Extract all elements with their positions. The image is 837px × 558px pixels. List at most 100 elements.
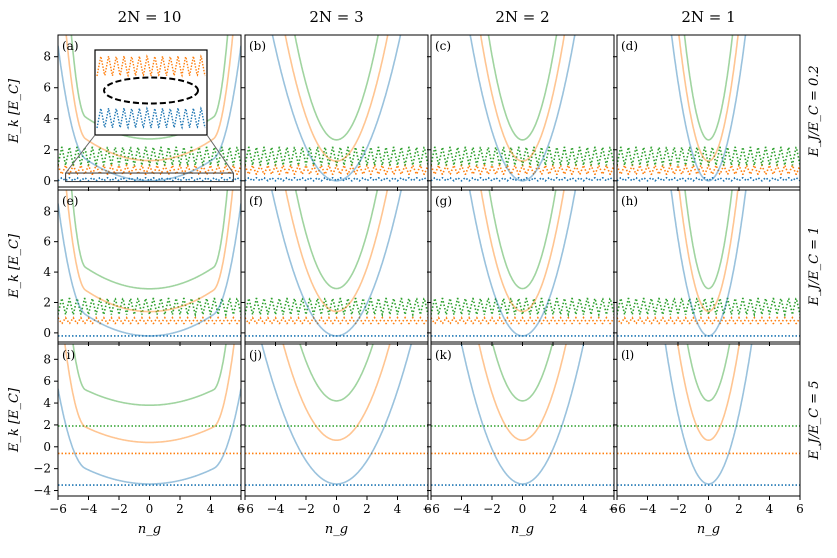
dotted-level-k2 xyxy=(58,297,241,318)
x-tick-label: −2 xyxy=(669,502,687,516)
band-k2 xyxy=(72,344,227,406)
dotted-level-k1 xyxy=(245,163,428,175)
dotted-level-k2 xyxy=(245,146,428,166)
x-tick-label: 0 xyxy=(146,502,154,516)
dotted-level-k2 xyxy=(617,297,800,318)
panel-frame xyxy=(57,189,242,343)
x-tick-label: −2 xyxy=(297,502,315,516)
panel-frame xyxy=(430,189,615,343)
panel-9-plot xyxy=(245,344,428,486)
x-axis-label: n_g xyxy=(511,522,534,537)
y-tick-label: 0 xyxy=(43,174,51,188)
column-title-4: 2N = 1 xyxy=(681,8,735,26)
x-axis-label: n_g xyxy=(138,522,161,537)
band-k1 xyxy=(64,344,235,444)
column-title-2: 2N = 3 xyxy=(309,8,363,26)
dotted-level-k2 xyxy=(245,297,428,318)
x-tick-label: 4 xyxy=(394,502,402,516)
band-k2 xyxy=(488,190,557,290)
panel-1-plot xyxy=(245,35,428,182)
dotted-level-k2 xyxy=(617,146,800,166)
panel-6-plot xyxy=(431,190,614,337)
band-k0 xyxy=(58,203,241,337)
band-k2 xyxy=(491,344,554,402)
panel-label: (e) xyxy=(62,194,78,208)
dotted-level-k1 xyxy=(431,163,614,175)
panel-label: (b) xyxy=(249,39,266,53)
x-tick-label: 6 xyxy=(424,502,432,516)
dotted-level-k1 xyxy=(617,316,800,325)
inset-band xyxy=(96,54,206,78)
band-k1 xyxy=(284,190,389,313)
band-k2 xyxy=(294,190,379,290)
x-tick-label: 0 xyxy=(333,502,341,516)
y-tick-label: 8 xyxy=(43,352,51,366)
band-k0 xyxy=(270,190,403,337)
band-k0 xyxy=(58,388,241,485)
y-tick-label: 6 xyxy=(43,235,51,249)
x-tick-label: −4 xyxy=(639,502,657,516)
dotted-level-k1 xyxy=(431,316,614,325)
dotted-level-k1 xyxy=(58,316,241,325)
y-tick-label: 4 xyxy=(43,112,51,126)
band-k0 xyxy=(260,344,413,485)
band-k2 xyxy=(683,35,734,141)
band-k1 xyxy=(678,190,739,313)
x-tick-label: 2 xyxy=(176,502,184,516)
row-title-1: E_J/E_C = 0.2 xyxy=(807,65,822,157)
panel-label: (j) xyxy=(249,348,262,362)
dotted-level-k1 xyxy=(245,316,428,325)
band-k0 xyxy=(460,344,585,485)
dotted-level-k0 xyxy=(245,177,428,182)
panel-frame xyxy=(616,189,801,343)
column-title-1: 2N = 10 xyxy=(118,8,182,26)
band-k0 xyxy=(58,45,241,182)
x-tick-label: 6 xyxy=(610,502,618,516)
zoom-connector xyxy=(206,134,234,174)
y-tick-label: 0 xyxy=(43,440,51,454)
y-tick-label: −4 xyxy=(33,484,51,498)
y-axis-label: E_k [E_C] xyxy=(7,233,22,299)
panel-8-plot xyxy=(58,344,241,486)
band-k2 xyxy=(70,190,229,290)
y-tick-label: 6 xyxy=(43,81,51,95)
inset-ellipse xyxy=(103,76,199,105)
x-tick-label: −2 xyxy=(483,502,501,516)
y-tick-label: 4 xyxy=(43,265,51,279)
band-k1 xyxy=(65,190,234,313)
panel-label: (c) xyxy=(435,39,451,53)
panel-label: (a) xyxy=(62,39,79,53)
dotted-level-k0 xyxy=(617,177,800,182)
y-tick-label: 8 xyxy=(43,204,51,218)
dotted-level-k2 xyxy=(431,297,614,318)
band-k2 xyxy=(684,190,733,290)
y-axis-label: E_k [E_C] xyxy=(7,78,22,144)
panel-label: (k) xyxy=(435,348,452,362)
x-tick-label: −6 xyxy=(608,502,626,516)
dotted-level-k0 xyxy=(58,177,241,182)
y-tick-label: 0 xyxy=(43,326,51,340)
x-tick-label: −6 xyxy=(49,502,67,516)
band-k0 xyxy=(469,35,576,182)
y-tick-label: 6 xyxy=(43,374,51,388)
dotted-level-k2 xyxy=(431,146,614,166)
panel-label: (f) xyxy=(249,194,263,208)
y-axis-label: E_k [E_C] xyxy=(7,387,22,453)
dotted-level-k2 xyxy=(58,146,241,166)
panel-11-plot xyxy=(617,344,800,486)
x-tick-label: 0 xyxy=(519,502,527,516)
x-tick-label: 6 xyxy=(796,502,804,516)
band-k0 xyxy=(664,344,753,485)
band-k2 xyxy=(70,35,229,140)
panel-label: (d) xyxy=(621,39,638,53)
x-tick-label: 2 xyxy=(549,502,557,516)
band-k0 xyxy=(670,35,747,182)
panel-label: (i) xyxy=(62,348,75,362)
x-tick-label: −6 xyxy=(422,502,440,516)
y-tick-label: 2 xyxy=(43,143,51,157)
band-k2 xyxy=(686,344,731,402)
band-k0 xyxy=(468,190,577,337)
band-k1 xyxy=(676,344,741,441)
panel-frame xyxy=(244,343,429,497)
